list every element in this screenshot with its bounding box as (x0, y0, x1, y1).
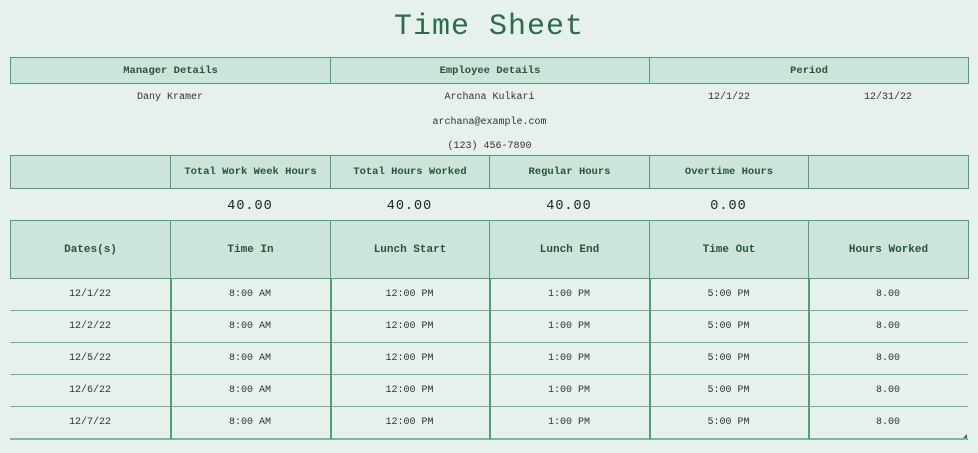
column-divider (649, 278, 651, 439)
totals-header-2: Total Hours Worked (330, 155, 490, 189)
column-divider (489, 278, 491, 439)
totals-header-3: Regular Hours (489, 155, 650, 189)
period-start: 12/1/22 (707, 91, 750, 103)
column-divider (808, 278, 810, 439)
table-cell[interactable]: 12:00 PM (385, 320, 434, 332)
table-cell[interactable]: 8:00 AM (228, 352, 271, 364)
table-cell[interactable]: 12:00 PM (385, 384, 434, 396)
table-cell[interactable]: 8.00 (875, 288, 900, 300)
details-header-manager: Manager Details (10, 57, 331, 84)
totals-header-5 (808, 155, 969, 189)
totals-value-1: 40.00 (227, 198, 273, 214)
totals-value-2: 40.00 (386, 198, 433, 214)
column-header-1: Time In (170, 220, 331, 279)
column-divider (330, 278, 332, 439)
column-header-4: Time Out (649, 220, 809, 279)
column-header-2: Lunch Start (330, 220, 490, 279)
employee-email: archana@example.com (432, 116, 547, 128)
table-cell[interactable]: 1:00 PM (547, 352, 590, 364)
table-cell[interactable]: 8.00 (875, 352, 900, 364)
table-cell[interactable]: 1:00 PM (547, 384, 590, 396)
details-header-employee: Employee Details (330, 57, 650, 84)
table-cell[interactable]: 5:00 PM (707, 288, 750, 300)
table-cell[interactable]: 12/5/22 (68, 352, 111, 364)
column-divider (170, 278, 172, 439)
table-cell[interactable]: 12/1/22 (68, 288, 111, 300)
table-cell[interactable]: 8:00 AM (228, 416, 271, 428)
table-cell[interactable]: 12/7/22 (68, 416, 111, 428)
column-header-5: Hours Worked (808, 220, 969, 279)
period-end: 12/31/22 (863, 91, 912, 103)
table-cell[interactable]: 8:00 AM (228, 288, 271, 300)
table-cell[interactable]: 1:00 PM (547, 416, 590, 428)
totals-header-4: Overtime Hours (649, 155, 809, 189)
totals-value-0 (10, 192, 170, 220)
details-header-period: Period (649, 57, 969, 84)
resize-handle[interactable] (963, 434, 967, 438)
table-cell[interactable]: 12:00 PM (385, 352, 434, 364)
employee-phone: (123) 456-7890 (447, 140, 532, 152)
table-cell[interactable]: 12/2/22 (68, 320, 111, 332)
table-cell[interactable]: 5:00 PM (707, 416, 750, 428)
table-cell[interactable]: 8:00 AM (228, 384, 271, 396)
column-header-3: Lunch End (489, 220, 650, 279)
table-cell[interactable]: 8.00 (875, 320, 900, 332)
table-cell[interactable]: 8:00 AM (228, 320, 271, 332)
manager-name: Dany Kramer (136, 91, 203, 103)
employee-name: Archana Kulkari (444, 91, 535, 103)
table-cell[interactable]: 5:00 PM (707, 352, 750, 364)
table-cell[interactable]: 5:00 PM (707, 320, 750, 332)
row-divider (10, 438, 968, 440)
table-cell[interactable]: 12/6/22 (68, 384, 111, 396)
table-cell[interactable]: 1:00 PM (547, 320, 590, 332)
totals-value-4: 0.00 (710, 198, 747, 214)
table-cell[interactable]: 12:00 PM (385, 288, 434, 300)
table-cell[interactable]: 8.00 (875, 416, 900, 428)
totals-value-3: 40.00 (546, 198, 592, 214)
totals-value-5 (808, 192, 968, 220)
table-cell[interactable]: 12:00 PM (385, 416, 434, 428)
totals-header-1: Total Work Week Hours (170, 155, 331, 189)
totals-header-0 (10, 155, 171, 189)
page-title: Time Sheet (393, 10, 585, 44)
table-cell[interactable]: 5:00 PM (707, 384, 750, 396)
table-cell[interactable]: 8.00 (875, 384, 900, 396)
table-cell[interactable]: 1:00 PM (547, 288, 590, 300)
column-header-0: Dates(s) (10, 220, 171, 279)
